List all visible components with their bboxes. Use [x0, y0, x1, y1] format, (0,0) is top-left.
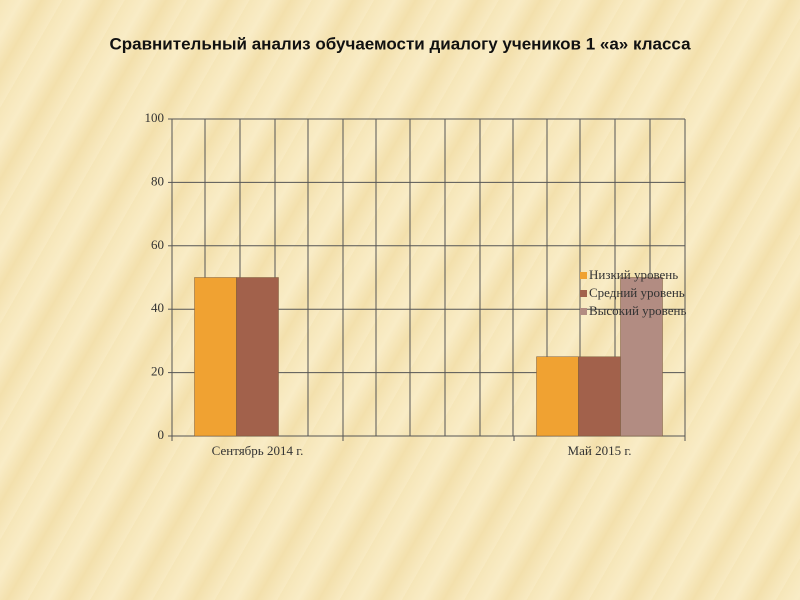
bar [578, 356, 621, 437]
y-tick-label: 80 [151, 173, 164, 188]
y-tick-label: 100 [145, 110, 165, 125]
y-tick-label: 20 [151, 364, 164, 379]
y-tick-label: 60 [151, 237, 164, 252]
legend-swatch [580, 308, 587, 315]
bar [194, 277, 237, 437]
legend-label: Средний уровень [589, 285, 685, 300]
legend-swatch [580, 290, 587, 297]
chart-title: Сравнительный анализ обучаемости диалогу… [109, 34, 691, 53]
x-tick-label: Сентябрь 2014 г. [212, 443, 304, 458]
bar [620, 277, 663, 437]
y-tick-label: 40 [151, 300, 164, 315]
bar [236, 277, 279, 437]
legend-label: Высокий уровень [589, 303, 686, 318]
legend-label: Низкий уровень [589, 267, 678, 282]
x-tick-label: Май 2015 г. [568, 443, 632, 458]
legend-swatch [580, 272, 587, 279]
bar [536, 356, 579, 437]
y-tick-label: 0 [158, 427, 165, 442]
